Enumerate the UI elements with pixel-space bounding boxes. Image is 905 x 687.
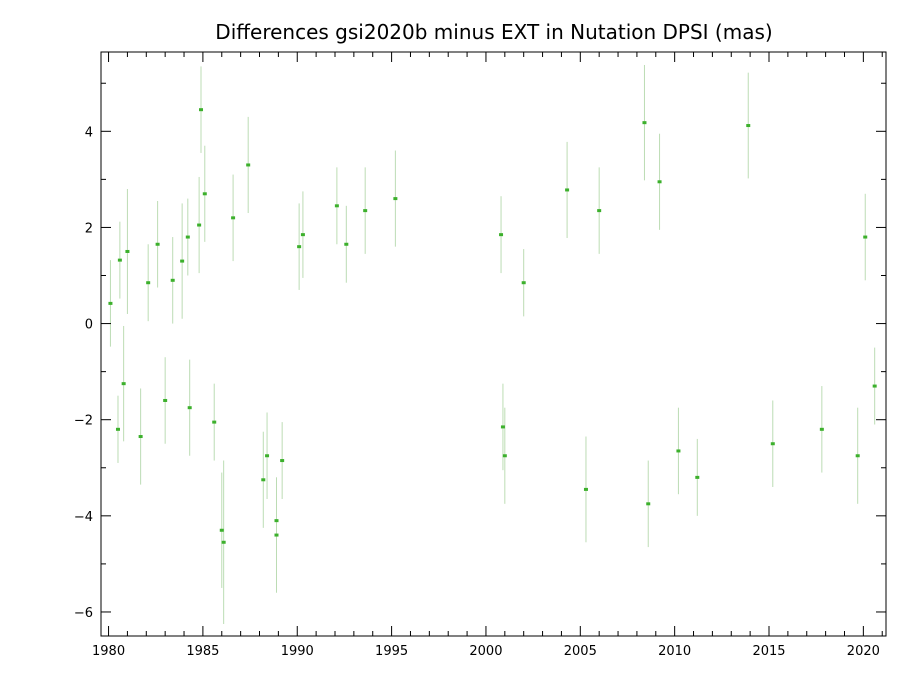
data-point <box>502 454 507 458</box>
data-point <box>115 427 120 431</box>
data-point <box>746 124 751 128</box>
data-point <box>500 425 505 429</box>
chart-title: Differences gsi2020b minus EXT in Nutati… <box>215 20 772 44</box>
data-point <box>521 281 526 285</box>
data-point <box>199 108 204 112</box>
data-point <box>221 540 226 544</box>
x-tick-label: 1995 <box>375 644 408 659</box>
data-point <box>121 382 126 386</box>
data-point <box>125 249 130 253</box>
x-tick-label: 1990 <box>281 644 314 659</box>
data-point <box>565 188 570 192</box>
data-point <box>163 398 168 402</box>
data-point <box>393 197 398 201</box>
y-tick-label: 0 <box>85 318 93 333</box>
y-tick-label: −4 <box>74 510 93 525</box>
data-point <box>219 528 224 532</box>
data-point <box>872 384 877 388</box>
x-tick-label: 1980 <box>92 644 125 659</box>
data-point <box>583 487 588 491</box>
axes: 1980 1985 1990 1995 2000 2005 2010 2015 2020 −6 −4… <box>74 52 886 659</box>
data-point <box>363 209 368 213</box>
data-point <box>344 242 349 246</box>
data-point <box>265 454 270 458</box>
plot-frame <box>100 51 887 637</box>
data-point <box>212 420 217 424</box>
data-point <box>642 121 647 125</box>
y-tick-label: −6 <box>74 606 93 621</box>
data-point <box>155 242 160 246</box>
data-point <box>855 454 860 458</box>
data-point <box>597 209 602 213</box>
data-point <box>187 406 192 410</box>
data-point <box>117 258 122 262</box>
data-point <box>300 233 305 237</box>
data-point <box>185 235 190 239</box>
y-tick-label: −2 <box>74 414 93 429</box>
data-point <box>334 204 339 208</box>
data-point <box>170 278 175 282</box>
data-point <box>499 233 504 237</box>
data-point <box>138 435 143 439</box>
data-point <box>657 180 662 184</box>
data-point <box>108 301 113 305</box>
y-tick-label: 4 <box>85 125 93 140</box>
data-point <box>202 192 207 196</box>
data-point <box>280 459 285 463</box>
data-point <box>274 533 279 537</box>
data-point <box>863 235 868 239</box>
x-tick-label: 2015 <box>752 644 785 659</box>
x-tick-label: 2005 <box>564 644 597 659</box>
data-point <box>197 223 202 227</box>
data-point <box>180 259 185 263</box>
data-point <box>819 427 824 431</box>
data-point <box>146 281 151 285</box>
y-tick-label: 2 <box>85 221 93 236</box>
data-point <box>261 478 266 482</box>
x-tick-label: 2020 <box>847 644 880 659</box>
data-point <box>695 475 700 479</box>
data-point <box>646 502 651 506</box>
data-point <box>770 442 775 446</box>
data-points <box>108 108 877 544</box>
x-tick-label: 2010 <box>658 644 691 659</box>
x-tick-label: 1985 <box>186 644 219 659</box>
data-point <box>246 163 251 167</box>
data-point <box>297 245 302 249</box>
data-point <box>274 519 279 523</box>
x-tick-label: 2000 <box>469 644 502 659</box>
data-point <box>231 216 236 220</box>
data-point <box>676 449 681 453</box>
